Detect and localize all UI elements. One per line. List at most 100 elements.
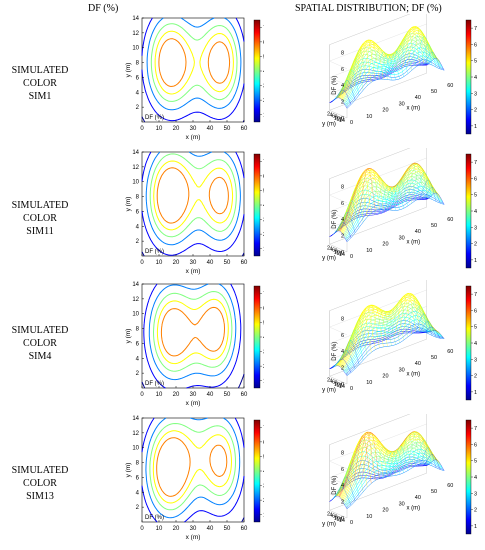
x-axis-label: x (m) (186, 400, 201, 407)
y-tick-label: 12 (132, 297, 139, 303)
x-tick-label: 10 (366, 114, 372, 120)
z-tick-label: 8 (341, 184, 344, 190)
colorbar-tick-label: 1 (263, 379, 264, 385)
surface-mesh-line (329, 97, 348, 109)
surface-mesh-line (357, 306, 376, 350)
y-axis-label: y (m) (125, 463, 132, 478)
x-tick-label: 20 (173, 260, 180, 266)
y-tick-label: 10 (334, 250, 340, 256)
y-axis-label: y (m) (322, 256, 336, 262)
y-axis-label: y (m) (322, 522, 336, 528)
x-tick-label: 60 (241, 126, 248, 132)
contour-line-3 (145, 151, 241, 246)
colorbar (465, 285, 472, 401)
x-tick-label: 10 (366, 380, 372, 386)
y-tick-label: 12 (132, 31, 139, 37)
colorbar-tick-label: 2 (263, 498, 264, 504)
left-column-title: DF (%) (88, 3, 119, 14)
z-axis-label: DF (%) (332, 476, 338, 495)
colorbar-tick-label: 4 (263, 69, 264, 75)
y-tick-label: 2 (327, 245, 330, 251)
surface-mesh-line (398, 31, 417, 70)
x-tick-label: 40 (415, 95, 421, 101)
contour-line-3 (148, 283, 237, 381)
colorbar-tick-label: 7 (474, 26, 477, 32)
row-label-line1: SIMULATED COLOR (11, 325, 69, 349)
surface-mesh-line (410, 29, 429, 66)
y-tick-label: 12 (132, 165, 139, 171)
surface-mesh-line (365, 305, 384, 347)
colorbar-tick-label: 6 (474, 42, 477, 48)
x-tick-label: 10 (156, 392, 163, 398)
y-tick-label: 12 (132, 431, 139, 437)
y-tick-label: 14 (132, 16, 139, 22)
x-tick-label: 10 (156, 526, 163, 532)
z-axis-label: DF (%) (332, 76, 338, 95)
surface-mesh-line (377, 185, 396, 215)
contour-line-1 (141, 116, 245, 123)
surface-mesh-line (369, 47, 388, 82)
contour-line-2 (143, 283, 242, 389)
colorbar-tick-label: 5 (263, 188, 264, 194)
colorbar-tick-label: 6 (263, 440, 264, 446)
surface-mesh-line (346, 331, 445, 376)
x-tick-label: 0 (140, 126, 144, 132)
contour-line-2 (141, 151, 245, 256)
y-axis-label: y (m) (125, 329, 132, 344)
z-tick-label: 6 (341, 67, 344, 73)
surface-mesh-line (349, 49, 368, 89)
surface-mesh-line (422, 326, 441, 339)
row-label-line2: SIM11 (26, 226, 54, 237)
surface-mesh-line (394, 173, 412, 207)
y-tick-label: 10 (334, 382, 340, 388)
row-label-line2: SIM1 (28, 91, 52, 102)
y-axis-label: y (m) (125, 197, 132, 212)
surface-mesh-line (390, 446, 408, 476)
surface-mesh-line (418, 44, 437, 68)
x-tick-label: 50 (431, 223, 437, 229)
surface-mesh-line (390, 180, 408, 210)
x-tick-label: 0 (350, 386, 353, 392)
surface-mesh-line (365, 172, 384, 216)
surface-mesh-line (377, 450, 396, 479)
y-tick-label: 8 (334, 115, 337, 121)
x-tick-label: 60 (447, 349, 453, 355)
y-tick-label: 8 (136, 327, 140, 333)
x-tick-label: 0 (350, 254, 353, 260)
y-tick-label: 2 (327, 377, 330, 383)
row-label-line2: SIM4 (28, 351, 52, 362)
y-tick-label: 10 (132, 46, 139, 52)
colorbar (253, 19, 261, 123)
inset-label: DF (%) (145, 515, 164, 521)
colorbar-tick-label: 7 (263, 159, 264, 165)
contour-line-4 (150, 23, 238, 102)
contour-line-6 (158, 38, 231, 87)
surface-mesh-line (361, 304, 380, 348)
colorbar-tick-label: 7 (474, 292, 477, 298)
z-axis-label: DF (%) (332, 342, 338, 361)
surface-mesh-line (369, 177, 388, 216)
colorbar (253, 285, 261, 389)
x-tick-label: 50 (224, 392, 231, 398)
x-tick-label: 0 (350, 120, 353, 126)
x-tick-label: 40 (207, 260, 214, 266)
surface-mesh-line (329, 365, 348, 376)
x-tick-label: 40 (207, 126, 214, 132)
x-tick-label: 30 (190, 526, 197, 532)
colorbar-tick-label: 3 (263, 350, 264, 356)
colorbar-tick-label: 5 (474, 59, 477, 65)
x-tick-label: 60 (447, 217, 453, 223)
surface-mesh-line (357, 432, 376, 481)
x-tick-label: 10 (156, 260, 163, 266)
colorbar-tick-label: 5 (263, 454, 264, 460)
x-tick-label: 0 (140, 526, 144, 532)
surface-mesh-line (394, 295, 412, 336)
surface-mesh-line (329, 230, 348, 242)
surface-mesh-line (345, 452, 364, 492)
colorbar-tick-label: 4 (263, 335, 264, 341)
surface-mesh-line (382, 451, 400, 479)
y-tick-label: 6 (332, 380, 335, 386)
surface-mesh-line (410, 305, 429, 334)
y-tick-label: 14 (339, 384, 345, 390)
